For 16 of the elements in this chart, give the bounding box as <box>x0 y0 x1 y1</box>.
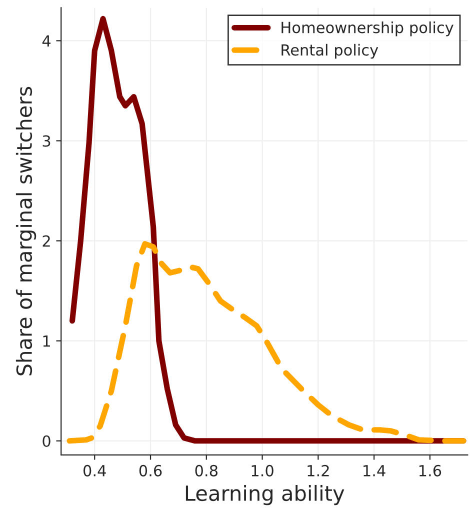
x-tick-label: 1.4 <box>364 465 386 476</box>
y-tick-label: 1 <box>43 336 50 347</box>
y-tick-label: 2 <box>42 235 50 247</box>
y-tick-label: 3 <box>42 135 50 147</box>
x-tick-label: 0.6 <box>139 464 162 476</box>
x-tick-label: 1.2 <box>308 464 329 476</box>
x-tick-label: 1.0 <box>252 464 274 476</box>
x-tick-label: 0.8 <box>195 464 218 476</box>
y-tick-label: 0 <box>42 435 50 447</box>
legend-label: Homeownership policy <box>282 21 454 36</box>
y-axis-title: Share of marginal switchers <box>16 86 36 376</box>
legend-label: Rental policy <box>282 44 378 59</box>
y-tick-label: 4 <box>42 35 51 47</box>
x-tick-label: 0.4 <box>83 464 106 476</box>
x-axis-title: Learning ability <box>186 484 344 506</box>
x-tick-label: 1.6 <box>419 464 442 476</box>
